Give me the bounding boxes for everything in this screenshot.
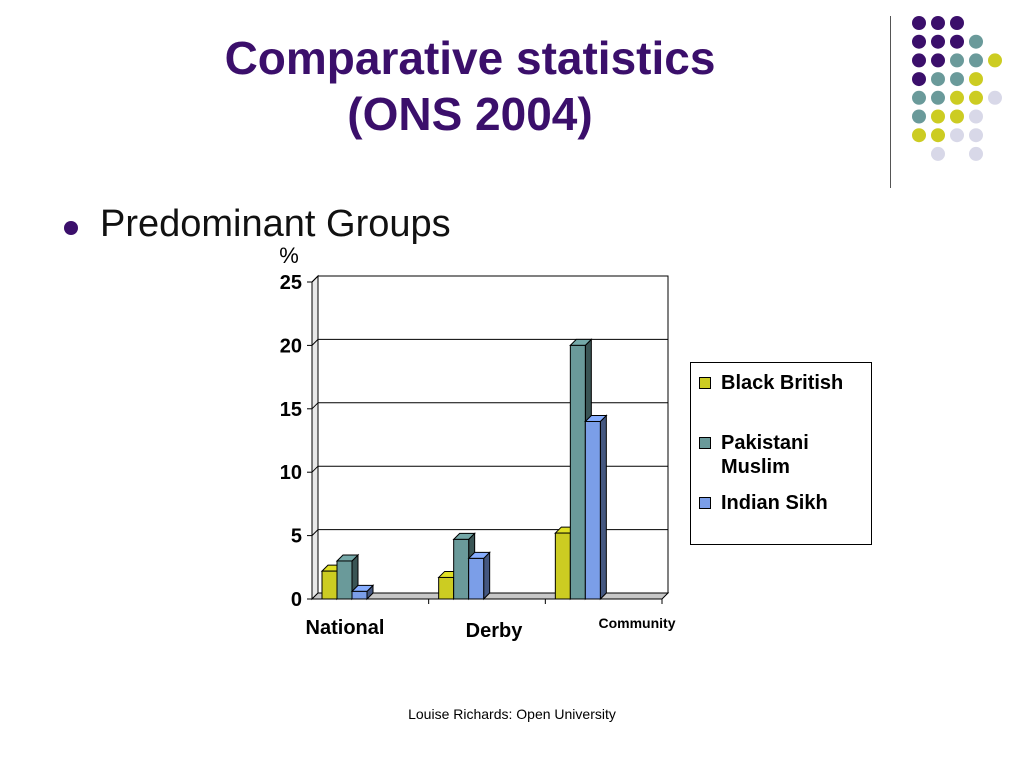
decorative-dot [912, 109, 926, 124]
bar [438, 576, 455, 600]
bar [336, 560, 353, 600]
decorative-dot [931, 16, 945, 30]
bar-side [599, 414, 607, 601]
bar [453, 538, 470, 600]
legend-label: Black British [721, 372, 844, 394]
gridline-side [311, 529, 319, 536]
y-tick-label: 20 [280, 335, 302, 357]
plot-side-wall [311, 274, 319, 601]
decorative-dot [931, 128, 945, 143]
decorative-dot-grid [912, 16, 1002, 161]
decorative-dot [969, 72, 983, 87]
decorative-dot [969, 146, 983, 161]
decorative-dot [950, 34, 964, 49]
bar-side [483, 551, 491, 601]
plot-area [317, 275, 669, 594]
decorative-dot [950, 16, 964, 30]
bar [569, 344, 586, 600]
y-tick-label: 5 [291, 526, 302, 548]
bar [321, 570, 338, 600]
footer-credit: Louise Richards: Open University [408, 706, 616, 722]
x-category-label: Community [599, 615, 676, 631]
decorative-dot [950, 128, 964, 143]
decorative-dot [912, 128, 926, 143]
y-tick-label: 15 [280, 399, 302, 421]
decorative-dot [912, 34, 926, 49]
decorative-dot [969, 90, 983, 105]
decorative-dot [931, 109, 945, 124]
decorative-dot [912, 16, 926, 30]
title-divider-line [890, 16, 891, 188]
y-tick-label: 0 [291, 589, 302, 611]
legend-swatch [699, 437, 711, 449]
gridline-side [311, 402, 319, 410]
decorative-dot [950, 72, 964, 87]
bar [351, 590, 368, 600]
decorative-dot [912, 53, 926, 68]
y-tick-label: 25 [280, 272, 302, 294]
decorative-dot [969, 128, 983, 143]
decorative-dot [931, 90, 945, 105]
chart-legend: Black British Pakistani Muslim Indian Sikh [690, 362, 872, 545]
decorative-dot [969, 34, 983, 49]
decorative-dot [912, 72, 926, 87]
decorative-dot [969, 109, 983, 124]
bar [468, 557, 485, 600]
decorative-dot [931, 72, 945, 87]
decorative-dot [988, 53, 1002, 68]
decorative-dot [988, 90, 1002, 105]
title-line-2: (ONS 2004) [347, 88, 593, 140]
bullet-dot-icon [64, 221, 78, 235]
decorative-dot [950, 53, 964, 68]
bar [584, 420, 601, 600]
x-category-label: Derby [466, 620, 524, 642]
legend-swatch [699, 377, 711, 389]
decorative-dot [950, 90, 964, 105]
legend-label: Pakistani Muslim [721, 432, 809, 478]
bullet-text: Predominant Groups [100, 203, 451, 245]
gridline-side [311, 465, 319, 473]
decorative-dot [912, 90, 926, 105]
decorative-dot [931, 53, 945, 68]
x-category-label: National [306, 617, 385, 639]
slide-title: Comparative statistics (ONS 2004) [120, 30, 820, 142]
bar [554, 532, 571, 600]
decorative-dot [969, 53, 983, 68]
decorative-dot [950, 109, 964, 124]
decorative-dot [931, 34, 945, 49]
y-tick-label: 10 [280, 462, 302, 484]
gridline-side [311, 275, 319, 283]
gridline-side [311, 339, 319, 346]
legend-label: Indian Sikh [721, 492, 828, 514]
y-axis-label: % [279, 243, 299, 268]
legend-swatch [699, 497, 711, 509]
title-line-1: Comparative statistics [224, 32, 716, 84]
decorative-dot [931, 146, 945, 161]
